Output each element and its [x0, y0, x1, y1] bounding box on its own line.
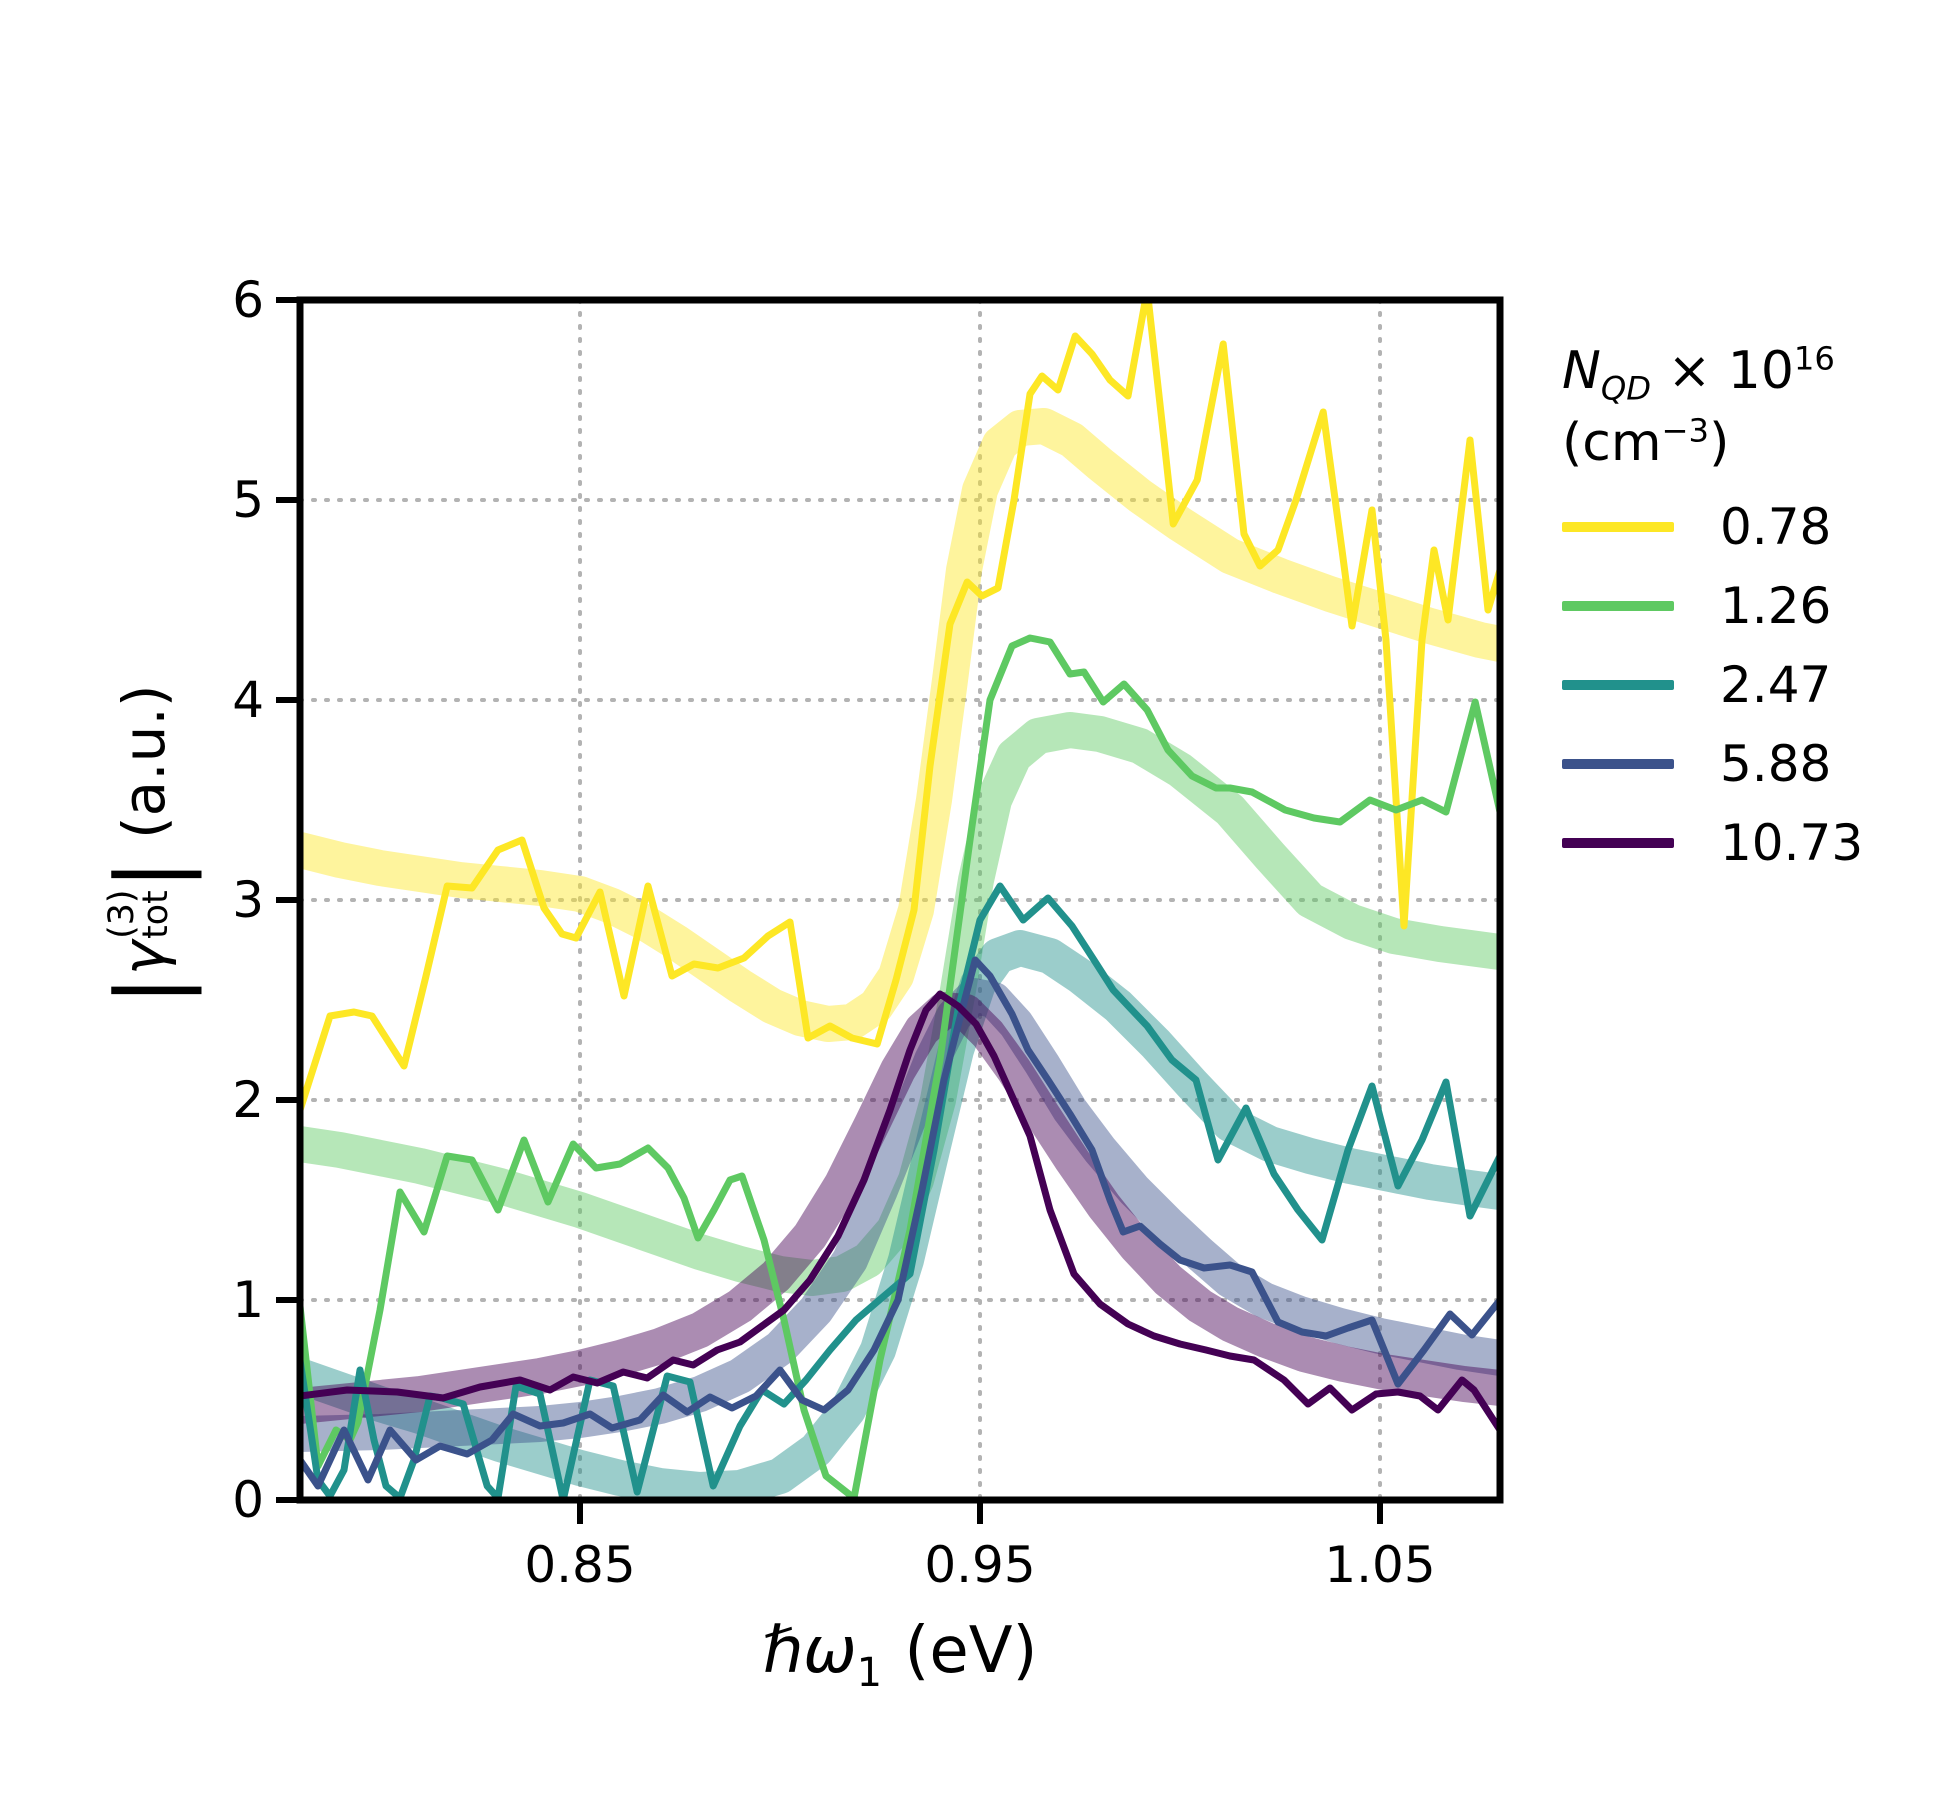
series-line-5.88: [300, 956, 1500, 1490]
series-band-0.78: [300, 408, 1500, 1042]
series-line-0.78: [300, 300, 1500, 1114]
series-line-10.73: [300, 990, 1500, 1434]
gamma-subscript: tot: [136, 890, 177, 939]
series-band-10.73: [300, 992, 1500, 1424]
gamma-symbol: γ: [109, 940, 178, 976]
legend-title: NQD × 1016 (cm−3): [1562, 338, 1942, 476]
abs-bar-close: |: [98, 859, 202, 890]
legend-entry: 10.73: [1562, 814, 1942, 872]
y-tick-label: 5: [232, 471, 264, 529]
legend-entry-label: 1.26: [1720, 577, 1832, 636]
y-tick-label: 6: [232, 271, 264, 329]
y-tick-label: 0: [232, 1471, 264, 1529]
y-tick-label: 2: [232, 1071, 264, 1129]
legend-swatch-line: [1562, 759, 1674, 770]
hbar-symbol: ℏ: [762, 1614, 804, 1689]
y-tick-label: 4: [232, 671, 264, 729]
legend-entry-label: 2.47: [1720, 656, 1832, 715]
y-tick-label: 3: [232, 871, 264, 929]
x-tick-label: 1.05: [1324, 1536, 1435, 1594]
gamma-superscript: (3): [101, 889, 142, 939]
series-band-2.47: [300, 930, 1500, 1500]
legend-title-line2: (cm−3): [1562, 411, 1730, 473]
gamma-scripts: (3) tot: [101, 889, 177, 939]
legend-swatch-line: [1562, 680, 1674, 691]
series-band-1.26: [300, 712, 1500, 1296]
x-axis-label: ℏω1 (eV): [763, 1614, 1038, 1696]
legend-swatch-line: [1562, 601, 1674, 612]
omega-symbol: ω: [803, 1614, 857, 1689]
legend-entry: 1.26: [1562, 577, 1942, 635]
x-tick-label: 0.85: [524, 1536, 635, 1594]
legend-entry-label: 5.88: [1720, 735, 1832, 794]
legend: NQD × 1016 (cm−3) 0.78 1.26 2.47 5.88 10.73: [1562, 338, 1942, 899]
y-unit: (a.u.): [109, 684, 178, 839]
legend-entry: 0.78: [1562, 498, 1942, 556]
legend-title-line1: NQD × 1016: [1562, 339, 1835, 408]
y-tick-label: 1: [232, 1271, 264, 1329]
y-axis-label: |γ (3) tot |(a.u.): [98, 685, 202, 1006]
abs-bar-open: |: [98, 975, 202, 1006]
legend-swatch-line: [1562, 522, 1674, 533]
legend-entries: 0.78 1.26 2.47 5.88 10.73: [1562, 498, 1942, 872]
legend-entry-label: 0.78: [1720, 498, 1832, 557]
x-tick-label: 0.95: [924, 1536, 1035, 1594]
omega-subscript: 1: [856, 1649, 882, 1696]
legend-entry-label: 10.73: [1720, 814, 1864, 873]
legend-entry: 2.47: [1562, 656, 1942, 714]
legend-swatch-line: [1562, 838, 1674, 849]
x-unit: (eV): [904, 1614, 1038, 1689]
legend-entry: 5.88: [1562, 735, 1942, 793]
